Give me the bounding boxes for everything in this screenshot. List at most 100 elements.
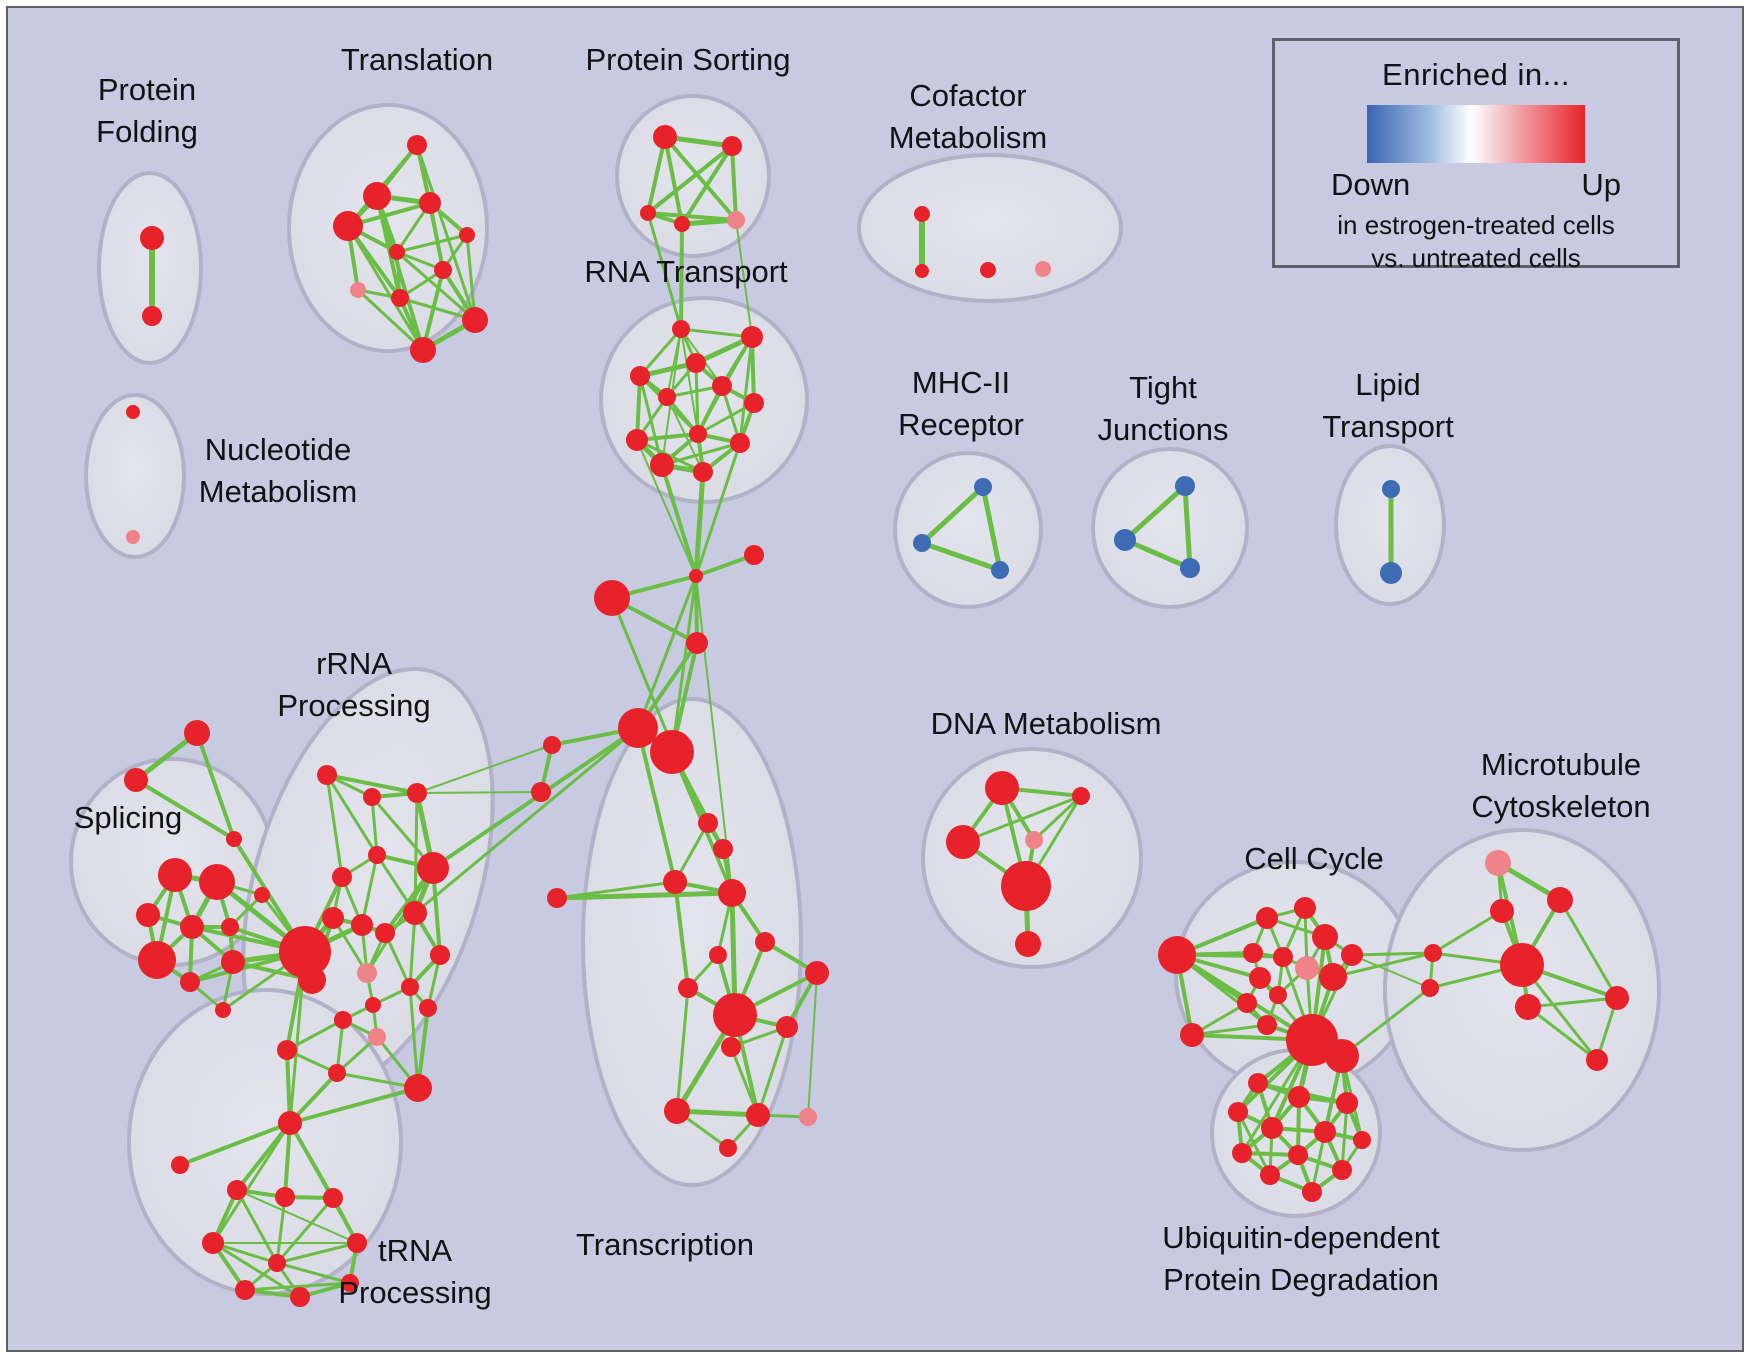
network-node-t6[interactable] <box>434 261 452 279</box>
network-node-cc3[interactable] <box>686 632 708 654</box>
network-node-tr5[interactable] <box>235 1280 255 1300</box>
network-node-cc2[interactable] <box>594 580 630 616</box>
network-node-m1[interactable] <box>913 534 931 552</box>
network-node-u1[interactable] <box>1288 1086 1310 1108</box>
network-node-m2[interactable] <box>991 561 1009 579</box>
network-node-x4[interactable] <box>663 870 687 894</box>
network-node-tr4[interactable] <box>347 1233 367 1253</box>
network-node-x13[interactable] <box>721 1037 741 1057</box>
network-node-cy7[interactable] <box>1295 956 1319 980</box>
network-node-r10[interactable] <box>650 453 674 477</box>
network-node-r4[interactable] <box>658 388 676 406</box>
network-node-rr13[interactable] <box>419 999 437 1017</box>
network-node-t0[interactable] <box>407 135 427 155</box>
network-node-d5[interactable] <box>1015 931 1041 957</box>
network-node-x17[interactable] <box>719 1139 737 1157</box>
network-node-c1[interactable] <box>915 264 929 278</box>
network-node-cc4[interactable] <box>618 708 658 748</box>
network-node-tr8[interactable] <box>268 1254 286 1272</box>
network-node-cy1[interactable] <box>1180 1023 1204 1047</box>
network-node-pf0[interactable] <box>140 226 164 250</box>
network-node-d4[interactable] <box>1001 861 1051 911</box>
network-node-c3[interactable] <box>1035 261 1051 277</box>
network-node-mt1[interactable] <box>1547 887 1573 913</box>
network-node-n0[interactable] <box>126 405 140 419</box>
network-node-sp3[interactable] <box>180 915 204 939</box>
network-node-sp6[interactable] <box>180 972 200 992</box>
network-node-sp9[interactable] <box>215 1002 231 1018</box>
network-node-H[interactable] <box>279 926 331 978</box>
network-node-rr19[interactable] <box>357 963 377 983</box>
network-node-x5[interactable] <box>718 879 746 907</box>
network-node-t7[interactable] <box>350 282 366 298</box>
network-node-u0[interactable] <box>1248 1073 1268 1093</box>
network-node-cc0[interactable] <box>689 569 703 583</box>
network-node-d3[interactable] <box>1025 831 1043 849</box>
network-node-sp5[interactable] <box>138 941 176 979</box>
network-node-u4[interactable] <box>1261 1117 1283 1139</box>
network-node-r7[interactable] <box>626 429 648 451</box>
network-node-m0[interactable] <box>974 478 992 496</box>
network-node-sp7[interactable] <box>221 950 245 974</box>
network-node-l0[interactable] <box>1382 480 1400 498</box>
network-node-mt7[interactable] <box>1605 986 1629 1010</box>
network-node-mt6[interactable] <box>1515 994 1541 1020</box>
network-node-rr12[interactable] <box>365 997 381 1013</box>
network-node-r0[interactable] <box>672 320 690 338</box>
network-node-tr1[interactable] <box>275 1187 295 1207</box>
network-node-x7[interactable] <box>755 932 775 952</box>
network-node-d0[interactable] <box>985 771 1019 805</box>
network-node-rr9[interactable] <box>322 907 344 929</box>
network-node-rr3[interactable] <box>417 852 449 884</box>
network-node-sp4[interactable] <box>221 918 239 936</box>
network-node-cy11[interactable] <box>1237 993 1257 1013</box>
network-node-c2[interactable] <box>980 262 996 278</box>
network-node-d1[interactable] <box>1072 787 1090 805</box>
network-node-tr3[interactable] <box>202 1232 224 1254</box>
network-node-ps3[interactable] <box>674 216 690 232</box>
network-node-mt2[interactable] <box>1490 899 1514 923</box>
network-node-mt5[interactable] <box>1421 979 1439 997</box>
network-node-rr16[interactable] <box>277 1040 297 1060</box>
network-node-s2[interactable] <box>226 831 242 847</box>
network-node-t5[interactable] <box>389 244 405 260</box>
network-node-x10[interactable] <box>713 993 757 1037</box>
network-node-rr2[interactable] <box>407 783 427 803</box>
network-node-tr0[interactable] <box>227 1180 247 1200</box>
network-node-cy10[interactable] <box>1269 986 1287 1004</box>
network-node-cy6[interactable] <box>1273 947 1293 967</box>
network-node-r5[interactable] <box>712 376 732 396</box>
network-node-rr4[interactable] <box>368 846 386 864</box>
network-node-cc1[interactable] <box>744 545 764 565</box>
network-node-G2[interactable] <box>1325 1039 1359 1073</box>
network-node-rr7[interactable] <box>375 923 395 943</box>
network-node-x14[interactable] <box>664 1098 690 1124</box>
network-node-x3[interactable] <box>713 839 733 859</box>
network-node-ps4[interactable] <box>727 211 745 229</box>
network-node-G[interactable] <box>1286 1014 1338 1066</box>
network-node-r2[interactable] <box>686 353 706 373</box>
network-node-rr8[interactable] <box>403 901 427 925</box>
network-node-rr11[interactable] <box>401 978 419 996</box>
network-node-r3[interactable] <box>630 366 650 386</box>
network-node-cy13[interactable] <box>1341 944 1363 966</box>
network-node-t9[interactable] <box>462 307 488 333</box>
network-node-t4[interactable] <box>459 227 475 243</box>
network-node-rr1[interactable] <box>363 788 381 806</box>
network-node-x8[interactable] <box>709 946 727 964</box>
network-node-rr15[interactable] <box>368 1028 386 1046</box>
network-node-s1[interactable] <box>124 768 148 792</box>
network-node-tj0[interactable] <box>1175 476 1195 496</box>
network-node-sp8[interactable] <box>254 887 270 903</box>
network-node-x6[interactable] <box>547 888 567 908</box>
network-node-x2[interactable] <box>698 813 718 833</box>
network-node-u10[interactable] <box>1260 1165 1280 1185</box>
network-node-u7[interactable] <box>1232 1143 1252 1163</box>
network-node-cy9[interactable] <box>1249 967 1271 989</box>
network-node-pf1[interactable] <box>142 306 162 326</box>
network-node-rr5[interactable] <box>332 867 352 887</box>
network-node-j1[interactable] <box>278 1111 302 1135</box>
network-node-tr7[interactable] <box>341 1274 359 1292</box>
network-node-u3[interactable] <box>1228 1102 1248 1122</box>
network-node-sp2[interactable] <box>136 903 160 927</box>
